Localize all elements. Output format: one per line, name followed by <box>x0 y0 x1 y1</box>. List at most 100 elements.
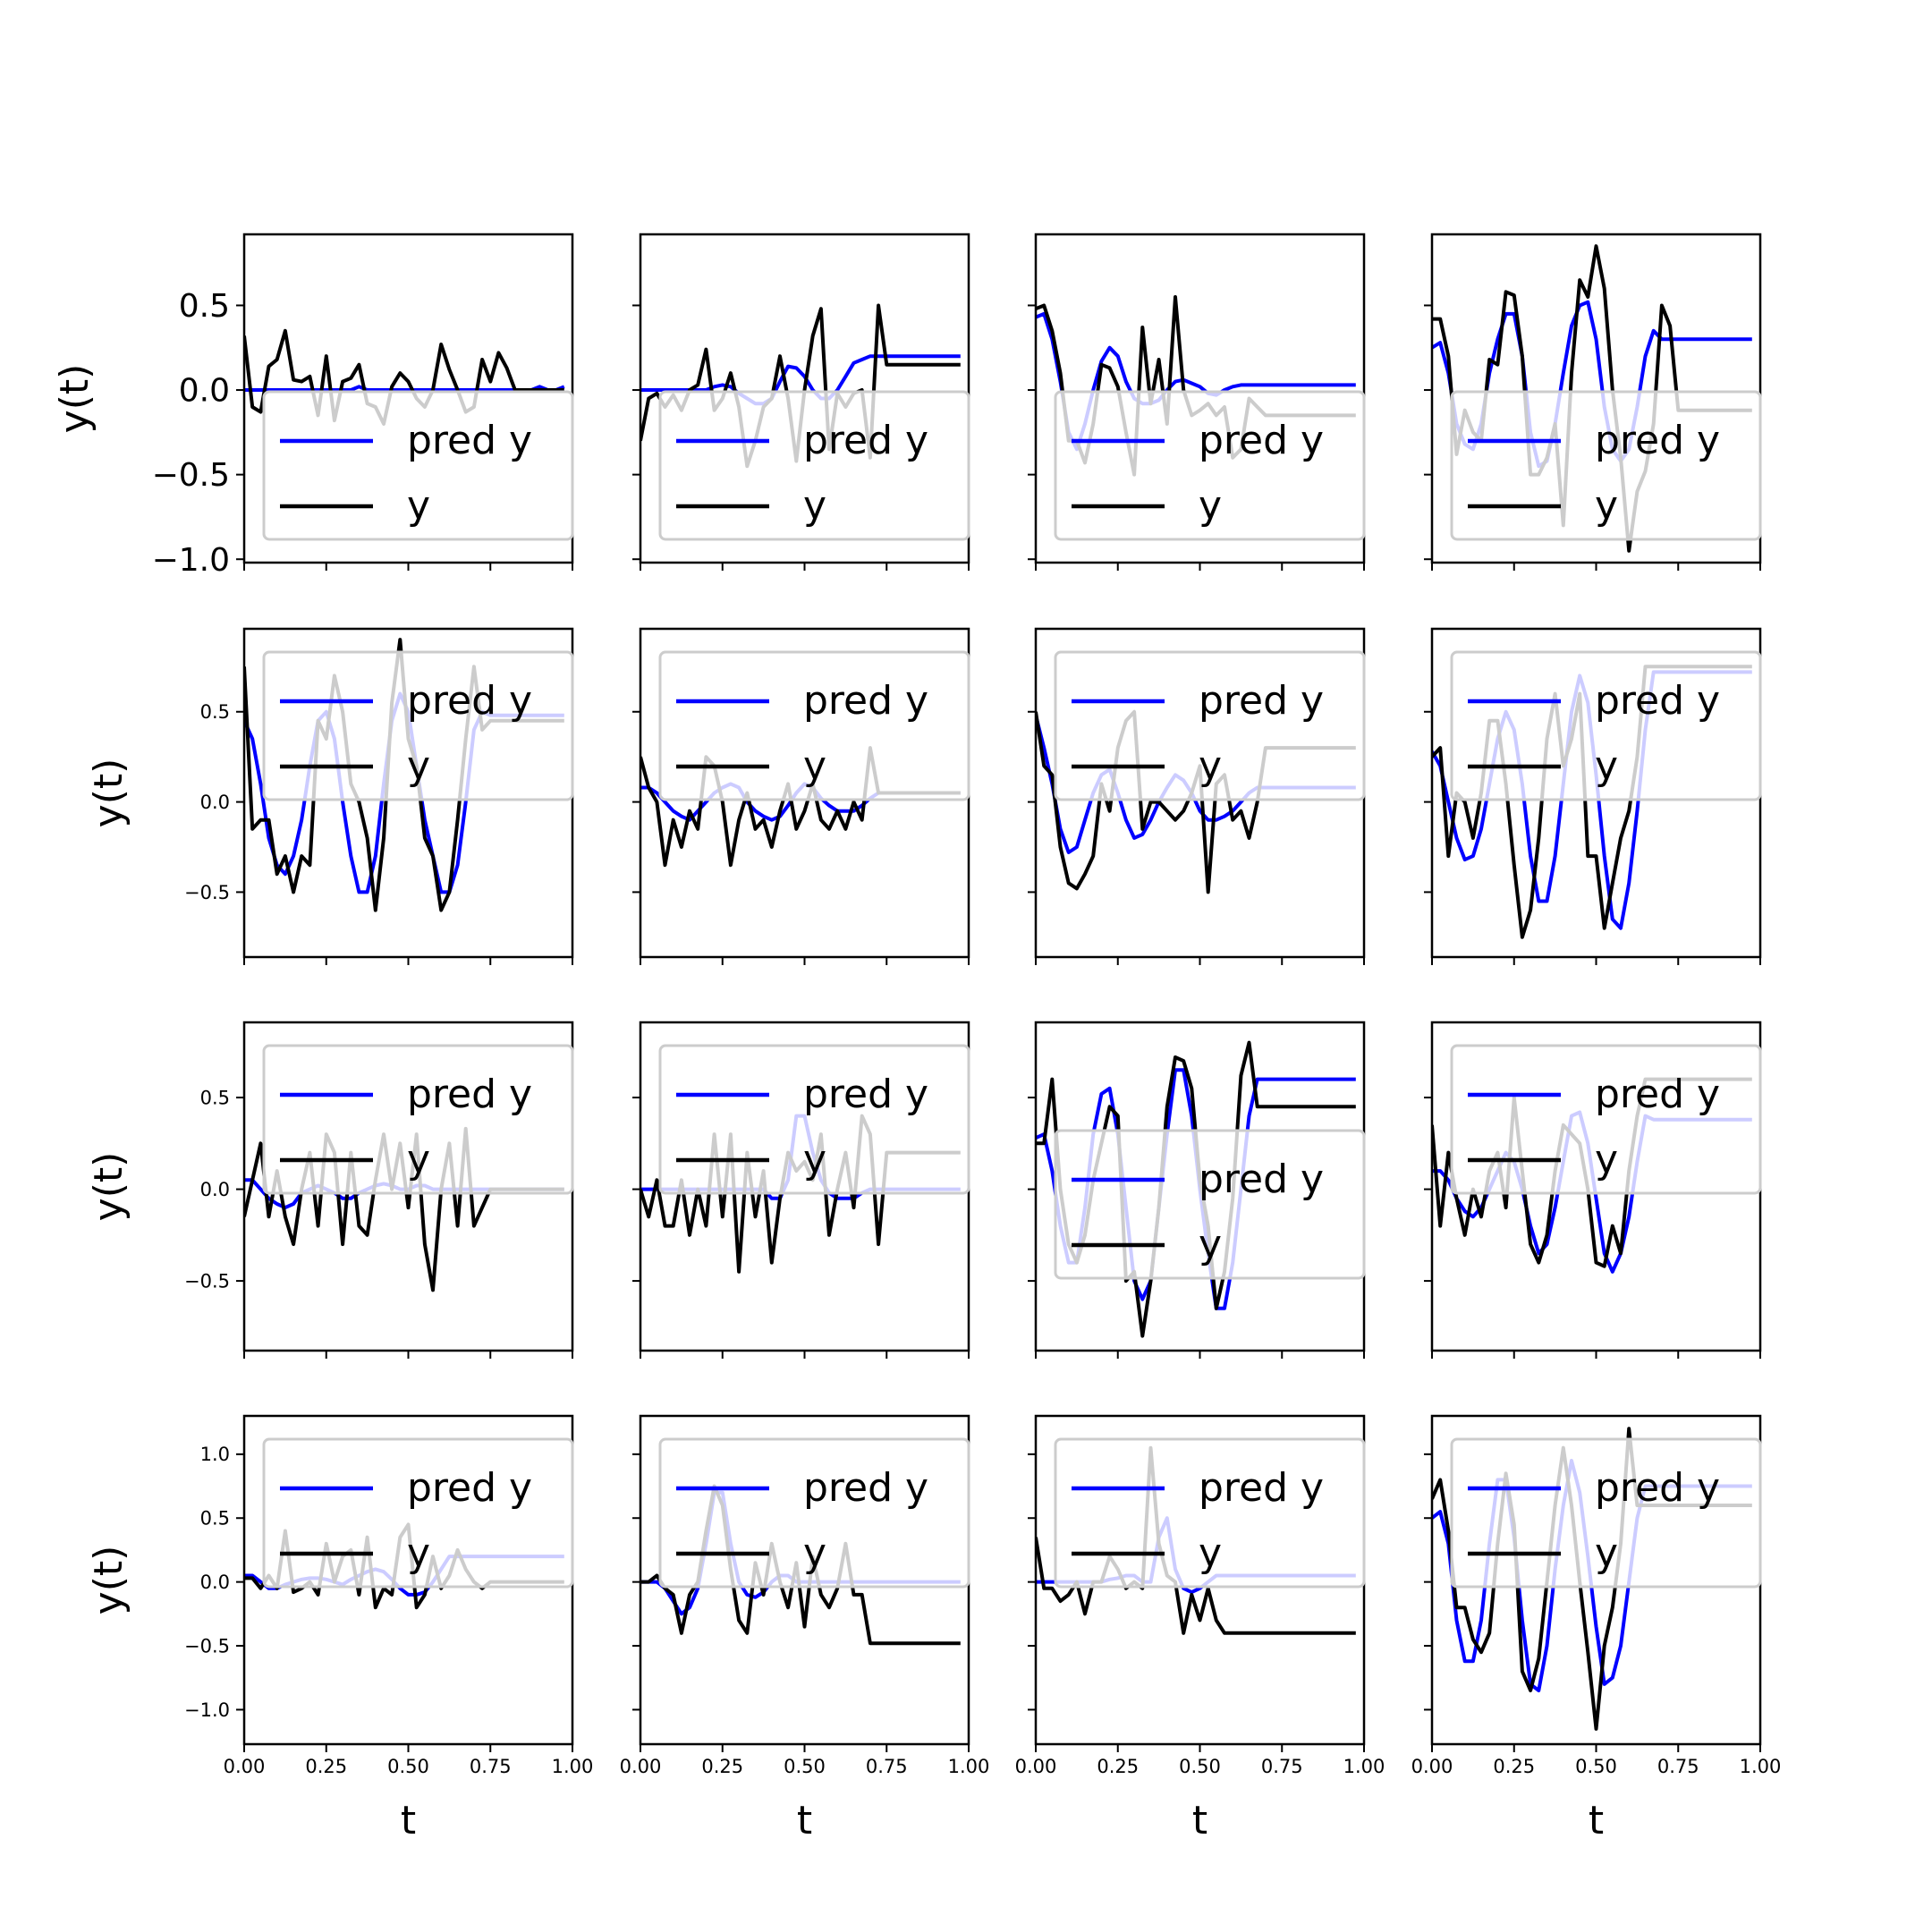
y-tick-label: −0.5 <box>184 1270 230 1292</box>
true-line <box>244 328 564 426</box>
legend-pred-label: pred y <box>407 418 532 463</box>
x-tick-label: 1.00 <box>948 1756 990 1777</box>
subplot-r3-c1: −0.5 0.0 0.5 y(t) pred y y <box>86 1021 574 1359</box>
legend-true-label: y <box>1595 743 1618 789</box>
x-axis-label: t <box>1192 1798 1208 1843</box>
legend-pred-label: pred y <box>407 1072 532 1117</box>
legend-frame <box>1450 650 1762 801</box>
x-tick-label: 0.50 <box>784 1756 826 1777</box>
subplot-r3-c3: pred y y <box>1028 1021 1366 1359</box>
y-tick-label: 0.5 <box>200 1087 230 1108</box>
x-tick-label: 0.25 <box>1493 1756 1535 1777</box>
subplot-r3-c4: pred y y <box>1424 1021 1762 1359</box>
pred-line <box>244 385 565 392</box>
x-tick-label: 0.50 <box>1575 1756 1617 1777</box>
legend: pred y y <box>1450 390 1762 541</box>
subplot-r4-c4: 0.00 0.25 0.50 0.75 1.00 t pred y y <box>1411 1414 1782 1843</box>
y-axis-label: y(t) <box>86 758 131 828</box>
subplot-r2-c2: pred y y <box>632 627 970 965</box>
x-tick-label: 0.00 <box>1411 1756 1453 1777</box>
y-tick-label: 0.0 <box>200 792 230 813</box>
y-axis-label: y(t) <box>86 1152 131 1222</box>
legend-frame <box>1450 1044 1762 1195</box>
x-tick-label: 1.00 <box>1740 1756 1782 1777</box>
x-axis-label: t <box>401 1798 416 1843</box>
subplot-r2-c4: pred y y <box>1424 627 1762 965</box>
legend-true-label: y <box>803 1530 826 1576</box>
legend-frame <box>262 1044 574 1195</box>
legend-true-label: y <box>1595 1530 1618 1576</box>
legend-pred-label: pred y <box>803 418 928 463</box>
legend-pred-label: pred y <box>1595 1465 1720 1511</box>
legend-pred-label: pred y <box>407 678 532 724</box>
legend-true-label: y <box>407 483 430 529</box>
legend-true-label: y <box>1595 483 1618 529</box>
legend-frame <box>262 1437 574 1589</box>
legend: pred y y <box>1450 1044 1762 1195</box>
y-tick-label: 0.5 <box>179 288 230 325</box>
legend-frame <box>1054 390 1366 541</box>
legend-frame <box>658 650 970 801</box>
legend: pred y y <box>1054 650 1366 801</box>
legend-pred-label: pred y <box>1199 418 1324 463</box>
subplot-r2-c3: pred y y <box>1028 627 1366 965</box>
y-tick-label: 0.0 <box>200 1179 230 1200</box>
legend: pred y y <box>1054 1129 1366 1280</box>
legend-pred-label: pred y <box>1595 678 1720 724</box>
x-tick-label: 0.75 <box>1657 1756 1699 1777</box>
subplot-r1-c2: pred y y <box>632 233 970 571</box>
legend-frame <box>658 1044 970 1195</box>
legend-true-label: y <box>803 743 826 789</box>
legend-frame <box>658 390 970 541</box>
x-tick-label: 0.00 <box>224 1756 266 1777</box>
subplot-r2-c1: −0.5 0.0 0.5 y(t) pred y y <box>86 627 574 965</box>
legend-frame <box>658 1437 970 1589</box>
y-tick-label: −0.5 <box>152 457 230 494</box>
x-tick-label: 0.50 <box>387 1756 429 1777</box>
legend: pred y y <box>1054 1437 1366 1589</box>
legend: pred y y <box>658 1437 970 1589</box>
legend-frame <box>1054 1437 1366 1589</box>
legend: pred y y <box>262 650 574 801</box>
x-axis-label: t <box>797 1798 812 1843</box>
x-tick-label: 1.00 <box>1343 1756 1385 1777</box>
legend-true-label: y <box>803 1137 826 1182</box>
legend-pred-label: pred y <box>1595 1072 1720 1117</box>
legend-true-label: y <box>1199 743 1222 789</box>
y-tick-label: −1.0 <box>152 542 230 579</box>
legend: pred y y <box>262 390 574 541</box>
legend: pred y y <box>1450 650 1762 801</box>
y-tick-label: 0.0 <box>179 373 230 410</box>
x-tick-label: 0.00 <box>1015 1756 1057 1777</box>
subplot-r4-c2: 0.00 0.25 0.50 0.75 1.00 t pred y y <box>620 1414 990 1843</box>
x-tick-label: 0.25 <box>305 1756 347 1777</box>
legend-true-label: y <box>407 1530 430 1576</box>
x-tick-label: 0.75 <box>1261 1756 1303 1777</box>
legend-pred-label: pred y <box>803 1465 928 1511</box>
x-tick-label: 0.25 <box>701 1756 743 1777</box>
legend-frame <box>1450 1437 1762 1589</box>
y-tick-label: 0.5 <box>200 1508 230 1530</box>
legend-true-label: y <box>1199 483 1222 529</box>
x-tick-label: 0.25 <box>1097 1756 1139 1777</box>
y-tick-label: 0.0 <box>200 1572 230 1593</box>
y-axis-label: y(t) <box>86 1546 131 1615</box>
legend: pred y y <box>1054 390 1366 541</box>
legend: pred y y <box>658 390 970 541</box>
legend-true-label: y <box>1199 1530 1222 1576</box>
y-tick-label: −0.5 <box>184 882 230 903</box>
legend-frame <box>262 650 574 801</box>
legend-true-label: y <box>407 1137 430 1182</box>
x-tick-label: 0.75 <box>866 1756 908 1777</box>
legend-pred-label: pred y <box>407 1465 532 1511</box>
true-line <box>1036 1445 1356 1635</box>
x-tick-label: 0.50 <box>1179 1756 1221 1777</box>
y-tick-label: 0.5 <box>200 701 230 723</box>
legend-true-label: y <box>407 743 430 789</box>
legend-frame <box>262 390 574 541</box>
x-axis-label: t <box>1589 1798 1604 1843</box>
legend: pred y y <box>1450 1437 1762 1589</box>
